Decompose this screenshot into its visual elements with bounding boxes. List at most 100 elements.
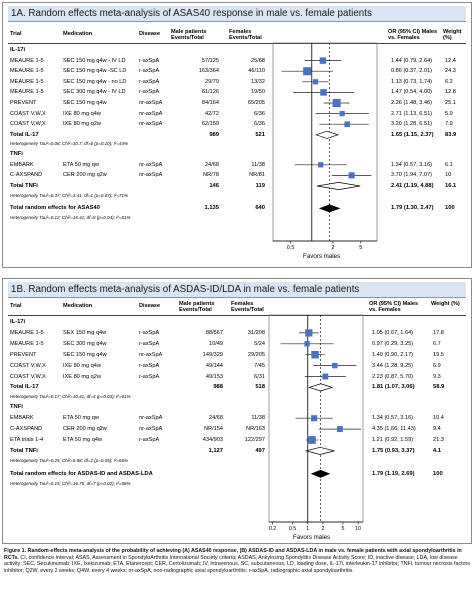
female-events: 122/297 xyxy=(244,437,265,443)
weight: 9.4 xyxy=(433,426,441,433)
caption-title: Figure 1. Random-effects meta-analysis o… xyxy=(4,548,462,561)
table-header: Trial Medication Disease Male patients E… xyxy=(3,301,471,314)
heterogeneity-stat: Heterogeneity Tau²=0.17; Chi²=10.41; df=… xyxy=(10,394,131,400)
female-events: 5/24 xyxy=(254,340,265,347)
study-marker xyxy=(311,415,318,422)
forest-plot-a: 0.5 2 5 xyxy=(272,42,378,251)
x-tick-label: 1 xyxy=(306,526,309,532)
overall-diamond xyxy=(310,469,331,478)
medication: IXE 80 mg q2w xyxy=(63,121,101,128)
female-events: NR/81 xyxy=(249,172,265,179)
odds-ratio: 0.86 (0.37, 2.01) xyxy=(391,68,433,75)
subtotal-label: Total IL-17 xyxy=(10,131,39,138)
odds-ratio: 1.34 (0.57, 3.16) xyxy=(391,161,433,168)
female-events: 13/32 xyxy=(251,78,265,85)
weight: 12.4 xyxy=(445,57,456,64)
medication: IXE 80 mg q2w xyxy=(63,373,101,380)
male-total: 146 xyxy=(209,183,219,189)
female-events: 29/205 xyxy=(247,351,265,358)
weight: 6.9 xyxy=(433,362,441,369)
forest-plot-b: 0.2 0.5 1 2 5 10 xyxy=(268,314,364,532)
x-tick-label: 5 xyxy=(359,245,362,251)
heterogeneity-text: Heterogeneity Tau²=0.15; Chi²=16.75; df=… xyxy=(3,480,471,490)
header-divider xyxy=(8,43,466,44)
subtotal-label: Total random effects for ASAS40 xyxy=(10,205,100,212)
trial-name: MEAURE 1-5 xyxy=(10,68,44,75)
section-label: IL-17i xyxy=(3,317,471,327)
weight: 25.1 xyxy=(445,100,456,106)
study-marker xyxy=(305,329,313,337)
odds-ratio: 2.26 (1.48, 3.46) xyxy=(391,100,433,106)
odds-ratio: 4.35 (1.66, 11.43) xyxy=(372,426,416,433)
disease: nr-axSpA xyxy=(139,161,163,168)
weight: 24.3 xyxy=(445,68,456,75)
study-marker xyxy=(318,162,324,168)
female-events: 7/45 xyxy=(254,362,265,369)
figure-caption: Figure 1. Random-effects meta-analysis o… xyxy=(4,548,470,574)
subtotal-label: Total TNFi xyxy=(10,183,38,189)
subtotal-row: Total random effects for ASAS40 1,135 640 1… xyxy=(3,203,471,213)
header-or: OR (95% CI) Males vs. Females xyxy=(388,29,438,42)
study-marker xyxy=(344,121,351,128)
odds-ratio: 3.44 (1.28, 9.25) xyxy=(372,362,414,369)
medication: ETA 50 mg q4w xyxy=(63,437,103,443)
odds-ratio: 2.71 (1.13, 6.51) xyxy=(391,110,433,117)
x-tick-label: 2 xyxy=(321,526,324,532)
subtotal-or: 1.75 (0.93, 3.37) xyxy=(372,447,415,454)
weight: 19.5 xyxy=(433,351,444,358)
x-tick-label: 2 xyxy=(331,245,334,251)
male-events: 163/364 xyxy=(198,68,219,75)
study-row: C-AXSPAND CER 200 mg q2w nr-axSpA NR/154 NR/… xyxy=(3,424,471,434)
female-events: 11/38 xyxy=(251,161,265,168)
medication: SEC 150 mg q4w xyxy=(63,351,107,358)
female-total: 119 xyxy=(255,183,265,189)
weight: 10.4 xyxy=(433,415,444,422)
male-events: 149/329 xyxy=(202,351,223,358)
female-events: 6/31 xyxy=(254,373,265,380)
medication: SEC 150 mg q4w -SC LD xyxy=(63,68,127,75)
subtotal-diamond xyxy=(304,446,335,455)
trial-name: PREVENT xyxy=(10,351,37,358)
female-events: 6/36 xyxy=(254,121,265,128)
female-total: 640 xyxy=(255,205,265,212)
header-trial: Trial xyxy=(10,31,22,37)
male-events: 24/68 xyxy=(209,415,223,422)
favors-label: Favors males xyxy=(303,253,341,260)
study-row: C-AXSPAND CER 200 mg q2w nr-axSpA NR/78 NR/8… xyxy=(3,170,471,180)
study-marker xyxy=(332,362,338,369)
header-female: Females Events/Total xyxy=(231,301,264,314)
odds-ratio: 3.20 (1.28, 6.51) xyxy=(391,121,433,128)
weight: 6.7 xyxy=(433,340,441,347)
subtotal-weight: 16.1 xyxy=(445,183,457,189)
trial-name: C-AXSPAND xyxy=(10,426,43,433)
x-tick-label: 0.5 xyxy=(287,245,295,251)
medication: SEX 150 mg q4w xyxy=(63,329,107,336)
male-events: 57/125 xyxy=(201,57,219,64)
study-row: COAST V,W,X IXE 80 mg q2w r-axSpA 49/153 6/3… xyxy=(3,372,471,382)
panel-b-title: 1B. Random effects meta-analysis of ASDA… xyxy=(8,282,466,298)
x-tick-label: 10 xyxy=(355,526,361,532)
subtotal-or: 1.81 (1.07, 3.06) xyxy=(372,384,415,391)
medication: SEC 300 mg q4w - IV LD xyxy=(63,89,126,96)
x-tick-label: 5 xyxy=(342,526,345,532)
disease: r-axSpA xyxy=(139,89,160,96)
male-total: 989 xyxy=(209,131,219,138)
subtotal-weight: 58.9 xyxy=(433,384,445,391)
panel-b-asdas: 1B. Random effects meta-analysis of ASDA… xyxy=(2,278,472,544)
header-female: Females Events/Total xyxy=(229,29,262,42)
overall-diamond xyxy=(318,204,341,213)
header-disease: Disease xyxy=(139,31,161,37)
panel-a-asas40: 1A. Random effects meta-analysis of ASAS… xyxy=(2,2,472,268)
disease: r-axSpA xyxy=(139,68,160,75)
study-row: MEAURE 1-5 SEC 150 mg q4w -SC LD r-axSpA 16… xyxy=(3,66,471,76)
female-events: 25/68 xyxy=(251,57,265,64)
male-events: 49/144 xyxy=(205,362,223,369)
medication: SEC 150 mg q4w xyxy=(63,100,107,106)
female-events: 46/110 xyxy=(248,68,265,75)
medication: ETA 50 mg qw xyxy=(63,415,99,422)
subtotal-weight: 100 xyxy=(445,205,455,212)
heterogeneity-stat: Heterogeneity Tau²=0.25; Chi²=5.88; df=2… xyxy=(10,457,129,463)
trial-name: COAST V,W,X xyxy=(10,362,46,369)
medication: SEC 300 mg q4w xyxy=(63,340,107,347)
disease: r-axSpA xyxy=(139,437,160,443)
